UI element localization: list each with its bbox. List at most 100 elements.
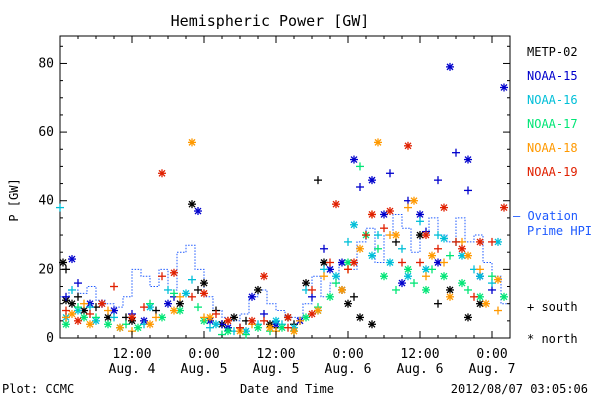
x-tick-label-time: 12:00: [112, 347, 151, 362]
marker-stroke: [380, 210, 388, 218]
north-point-noaa-19: [74, 316, 82, 325]
south-point-noaa-17: [74, 303, 82, 312]
x-tick-label-time: 12:00: [400, 347, 439, 362]
chart-title: Hemispheric Power [GW]: [171, 12, 370, 30]
marker-stroke: [446, 293, 454, 301]
north-point-metp-02: [200, 279, 208, 288]
legend: METP-02 NOAA-15 NOAA-16 NOAA-17 NOAA-18 NOAA-…: [513, 45, 592, 346]
south-point-noaa-19: [86, 309, 94, 318]
north-point-noaa-17: [404, 265, 412, 274]
marker-stroke: [482, 300, 490, 308]
marker-stroke: [386, 259, 394, 266]
marker-stroke: [80, 313, 88, 321]
north-point-noaa-18: [446, 292, 454, 301]
north-point-noaa-18: [428, 251, 436, 260]
south-point-noaa-17: [332, 279, 340, 288]
north-point-noaa-19: [458, 244, 466, 253]
marker-stroke: [416, 210, 424, 218]
south-point-noaa-19: [416, 258, 424, 267]
marker-stroke: [110, 307, 118, 315]
south-point-noaa-17: [464, 285, 472, 294]
north-point-noaa-19: [350, 258, 358, 267]
south-point-noaa-15: [452, 148, 460, 157]
south-point-noaa-19: [188, 292, 196, 301]
north-point-noaa-19: [404, 141, 412, 150]
marker-stroke: [446, 63, 454, 71]
north-point-noaa-18: [338, 285, 346, 294]
south-point-noaa-17: [374, 244, 382, 253]
south-point-noaa-16: [488, 279, 496, 288]
south-point-noaa-17: [446, 251, 454, 260]
marker-stroke: [356, 245, 364, 253]
north-point-noaa-18: [410, 196, 418, 205]
x-tick-label-date: Aug. 6: [397, 362, 444, 377]
marker-stroke: [146, 320, 154, 328]
marker-stroke: [278, 324, 286, 332]
north-point-noaa-19: [500, 203, 508, 212]
south-point-metp-02: [74, 292, 82, 301]
marker-stroke: [98, 300, 106, 308]
south-point-noaa-19: [326, 258, 334, 267]
south-point-noaa-16: [434, 231, 442, 240]
x-tick-label-date: Aug. 6: [325, 362, 372, 377]
marker-stroke: [260, 272, 268, 280]
legend-item-noaa-16: NOAA-16: [527, 93, 578, 107]
south-point-noaa-19: [434, 244, 442, 253]
north-point-noaa-17: [422, 285, 430, 294]
marker-stroke: [224, 327, 232, 335]
marker-stroke: [188, 138, 196, 146]
marker-stroke: [338, 259, 346, 266]
north-point-noaa-19: [368, 210, 376, 219]
legend-ovation-line1: — Ovation: [513, 209, 578, 223]
south-point-noaa-19: [470, 292, 478, 301]
south-point-noaa-16: [374, 231, 382, 240]
south-point-noaa-19: [488, 237, 496, 246]
south-point-noaa-18: [422, 272, 430, 281]
marker-stroke: [134, 324, 142, 332]
north-point-noaa-16: [182, 289, 190, 298]
north-point-metp-02: [344, 299, 352, 308]
south-point-noaa-15: [356, 183, 364, 191]
south-point-metp-02: [152, 306, 160, 315]
marker-stroke: [410, 197, 418, 205]
marker-stroke: [74, 317, 82, 325]
north-point-noaa-17: [254, 323, 262, 332]
south-point-noaa-19: [362, 231, 370, 240]
marker-stroke: [332, 200, 340, 208]
north-point-noaa-19: [440, 203, 448, 212]
legend-item-noaa-19: NOAA-19: [527, 165, 578, 179]
south-point-metp-02: [434, 299, 442, 308]
marker-stroke: [128, 313, 136, 321]
south-point-noaa-15: [62, 292, 70, 301]
marker-stroke: [440, 204, 448, 212]
north-point-metp-02: [59, 258, 67, 267]
north-point-noaa-18: [464, 251, 472, 260]
north-point-noaa-16: [350, 220, 358, 229]
south-point-noaa-16: [416, 217, 424, 226]
south-point-noaa-19: [344, 265, 352, 274]
marker-stroke: [368, 320, 376, 328]
north-point-noaa-17: [458, 279, 466, 288]
south-point-noaa-19: [212, 309, 220, 318]
marker-stroke: [194, 207, 202, 215]
north-point-noaa-18: [86, 320, 94, 329]
ovation-hpi-path: [60, 214, 510, 322]
marker-stroke: [338, 286, 346, 294]
marker-stroke: [464, 252, 472, 260]
y-tick-label: 20: [38, 262, 54, 277]
marker-stroke: [476, 238, 484, 246]
marker-stroke: [350, 259, 358, 266]
south-point-noaa-18: [62, 313, 70, 322]
x-tick-label-date: Aug. 5: [181, 362, 228, 377]
south-point-noaa-19: [452, 237, 460, 246]
marker-stroke: [344, 259, 352, 266]
south-point-noaa-16: [320, 265, 328, 274]
legend-south: + south: [527, 300, 578, 314]
marker-stroke: [302, 313, 310, 321]
marker-stroke: [350, 156, 358, 164]
marker-stroke: [176, 307, 184, 315]
marker-stroke: [320, 259, 328, 266]
marker-stroke: [104, 320, 112, 328]
